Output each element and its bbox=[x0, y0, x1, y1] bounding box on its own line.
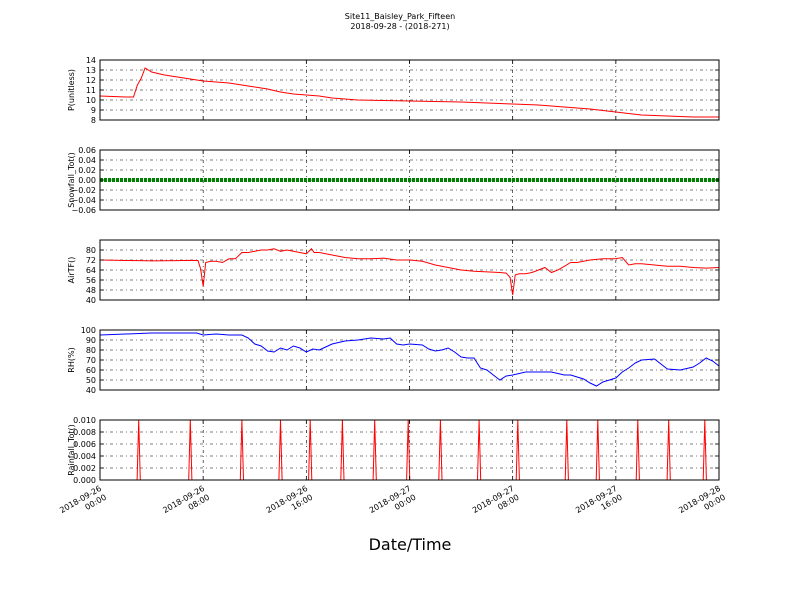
rain-spike bbox=[477, 419, 482, 481]
y-tick-label: 0.010 bbox=[73, 416, 96, 425]
rain-spike bbox=[372, 419, 377, 481]
y-axis-label-4: RH(%) bbox=[67, 347, 76, 372]
rain-spike bbox=[308, 419, 313, 481]
y-tick-label: 0.004 bbox=[73, 452, 96, 461]
y-tick-label: 80 bbox=[86, 346, 96, 355]
x-axis-label: Date/Time bbox=[369, 535, 452, 554]
panel-5: 0.000 0.002 0.004 0.006 0.008 0.010Rainfall_T… bbox=[67, 416, 720, 485]
rain-spike bbox=[406, 419, 411, 481]
panels-group: 891011121314P(unitless)−0.06−0.04−0.020.… bbox=[67, 56, 720, 485]
x-tick-label: 2018-09-2800:00 bbox=[677, 484, 727, 524]
y-tick-label: 14 bbox=[86, 56, 96, 65]
y-tick-label: 64 bbox=[86, 266, 96, 275]
x-tick-labels: 2018-09-2600:00 2018-09-2608:00 2018-09-26… bbox=[58, 484, 727, 524]
y-tick-label: 9 bbox=[91, 106, 96, 115]
y-tick-label: 56 bbox=[86, 276, 96, 285]
x-tick-label: 2018-09-2700:00 bbox=[368, 484, 418, 524]
y-tick-label: −0.06 bbox=[71, 206, 96, 215]
chart-subtitle: 2018-09-28 - (2018-271) bbox=[350, 22, 449, 31]
y-tick-label: 100 bbox=[81, 326, 96, 335]
y-tick-label: 0.000 bbox=[73, 476, 96, 485]
y-tick-label: 12 bbox=[86, 76, 96, 85]
y-tick-label: 72 bbox=[86, 256, 96, 265]
series-line-4 bbox=[99, 332, 720, 387]
y-tick-label: 0.002 bbox=[73, 464, 96, 473]
rain-spike bbox=[239, 419, 244, 481]
y-tick-label: 11 bbox=[86, 86, 96, 95]
x-tick-label: 2018-09-2616:00 bbox=[265, 484, 315, 524]
y-axis-label-2: Snowfall_Tot() bbox=[67, 152, 76, 208]
x-tick-label: 2018-09-2600:00 bbox=[58, 484, 108, 524]
rain-spike bbox=[595, 419, 600, 481]
y-tick-label: 0.008 bbox=[73, 428, 96, 437]
rain-spike bbox=[666, 419, 671, 481]
series-line-3 bbox=[99, 248, 720, 296]
rain-spike bbox=[340, 419, 345, 481]
y-tick-label: −0.02 bbox=[71, 186, 96, 195]
y-tick-label: 50 bbox=[86, 376, 96, 385]
rain-spike bbox=[702, 419, 707, 481]
x-tick-label: 2018-09-2608:00 bbox=[161, 484, 211, 524]
x-tick-label: 2018-09-2716:00 bbox=[574, 484, 624, 524]
y-tick-label: 60 bbox=[86, 366, 96, 375]
panel-2: −0.06−0.04−0.020.000.020.040.06Snowfall_… bbox=[67, 146, 720, 215]
y-tick-label: 0.06 bbox=[78, 146, 96, 155]
rain-spike bbox=[564, 419, 569, 481]
rain-spike bbox=[438, 419, 443, 481]
y-tick-label: 0.02 bbox=[78, 166, 96, 175]
y-tick-label: 0.006 bbox=[73, 440, 96, 449]
chart-title: Site11_Baisley_Park_Fifteen bbox=[345, 12, 455, 21]
y-axis-label-3: AirTF() bbox=[67, 257, 76, 284]
y-tick-label: 40 bbox=[86, 386, 96, 395]
y-tick-label: 13 bbox=[86, 66, 96, 75]
y-tick-label: −0.04 bbox=[71, 196, 96, 205]
rain-spike bbox=[136, 419, 141, 481]
y-tick-label: 0.04 bbox=[78, 156, 96, 165]
y-tick-label: 40 bbox=[86, 296, 96, 305]
x-tick-label: 2018-09-2708:00 bbox=[471, 484, 521, 524]
y-axis-label-5: Rainfall_Tot() bbox=[67, 424, 76, 476]
y-tick-label: 8 bbox=[91, 116, 96, 125]
rain-spike bbox=[515, 419, 520, 481]
y-tick-label: 48 bbox=[86, 286, 96, 295]
rain-spike bbox=[188, 419, 193, 481]
rain-spike bbox=[278, 419, 283, 481]
y-tick-label: 70 bbox=[86, 356, 96, 365]
y-tick-label: 80 bbox=[86, 246, 96, 255]
y-tick-label: 90 bbox=[86, 336, 96, 345]
rain-spike bbox=[635, 419, 640, 481]
series-line-1 bbox=[99, 67, 719, 118]
y-axis-label-1: P(unitless) bbox=[67, 69, 76, 111]
y-tick-label: 10 bbox=[86, 96, 96, 105]
y-tick-label: 0.00 bbox=[78, 176, 96, 185]
